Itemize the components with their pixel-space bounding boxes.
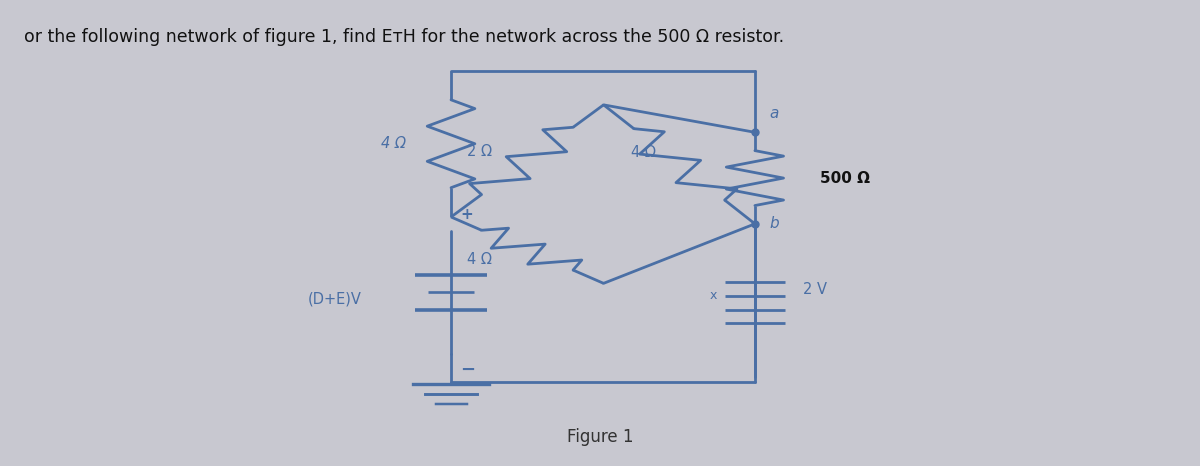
Text: 2 V: 2 V [803,281,827,296]
Text: b: b [769,216,779,231]
Text: a: a [769,106,779,121]
Text: (D+E)V: (D+E)V [307,292,361,307]
Text: 4 Ω: 4 Ω [382,136,407,151]
Text: +: + [461,207,473,222]
Text: 4 Ω: 4 Ω [467,252,492,267]
Text: Figure 1: Figure 1 [566,428,634,445]
Text: 2 Ω: 2 Ω [467,144,492,159]
Text: −: − [461,361,475,379]
Text: 500 Ω: 500 Ω [821,171,870,185]
Text: or the following network of figure 1, find EᴛH for the network across the 500 Ω : or the following network of figure 1, fi… [24,28,784,46]
Text: x: x [709,289,716,302]
Text: 4 Ω: 4 Ω [631,145,656,160]
